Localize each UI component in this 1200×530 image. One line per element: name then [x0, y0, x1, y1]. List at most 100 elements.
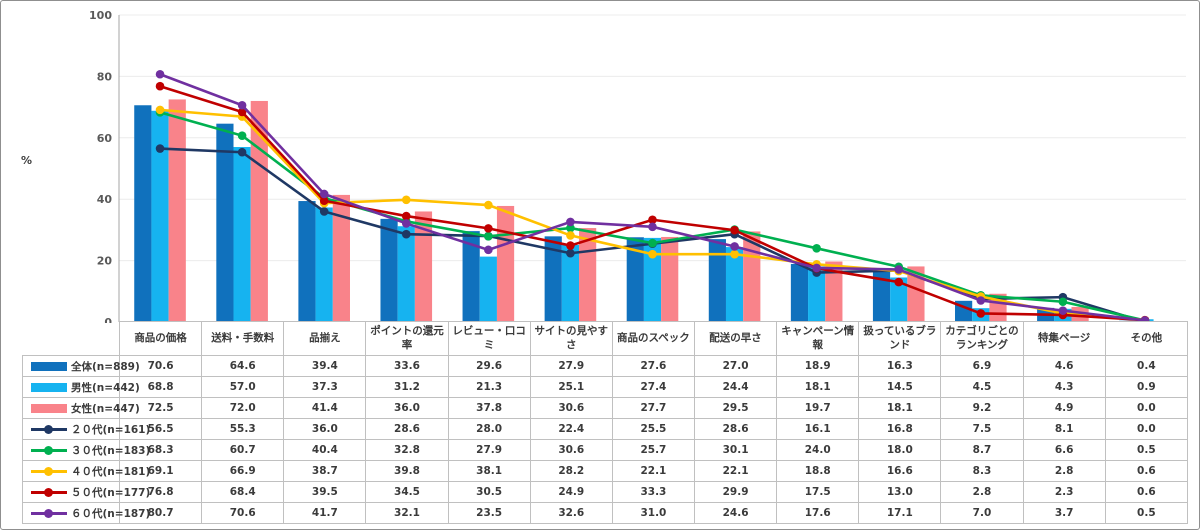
value-cell: 8.7 [940, 439, 1024, 461]
series-label: ４０代(n=181) [71, 465, 151, 478]
bar-全体(n=889) [544, 236, 562, 322]
value-cell: 8.1 [1022, 418, 1106, 440]
value-cell: 39.8 [365, 460, 449, 482]
value-cell: 38.7 [283, 460, 367, 482]
value-cell: 25.5 [611, 418, 695, 440]
bar-全体(n=889) [708, 239, 726, 322]
marker-５０代(n=177) [484, 224, 493, 233]
legend-cell: ２０代(n=161) [22, 418, 150, 440]
bar-swatch-icon [31, 403, 67, 413]
line-marker-swatch-icon [31, 487, 67, 497]
legend-cell: ４０代(n=181) [22, 460, 150, 482]
bar-男性(n=442) [643, 237, 662, 322]
bar-女性(n=447) [661, 236, 679, 322]
marker-５０代(n=177) [401, 211, 411, 221]
value-cell: 27.4 [611, 376, 695, 398]
table-corner-cell [23, 322, 120, 356]
series-label: ２０代(n=161) [71, 423, 151, 436]
y-tick-label: 60 [97, 132, 113, 145]
bar-男性(n=442) [808, 266, 826, 322]
line-marker-swatch-icon [31, 445, 67, 455]
value-cell: 27.7 [611, 397, 695, 419]
series-label: ３０代(n=183) [71, 444, 151, 457]
value-cell: 7.0 [940, 502, 1024, 524]
value-cell: 4.3 [1022, 376, 1106, 398]
value-cell: 30.6 [529, 397, 613, 419]
y-tick-label: 80 [97, 70, 113, 83]
legend-cell: ５０代(n=177) [22, 481, 150, 503]
value-cell: 37.3 [283, 376, 367, 398]
line-marker-swatch-icon [31, 508, 67, 518]
value-cell: 36.0 [283, 418, 367, 440]
line-swatch-dot [44, 508, 53, 518]
value-cell: 55.3 [201, 418, 285, 440]
column-header: 品揃え [283, 321, 367, 356]
marker-４０代(n=181) [566, 231, 575, 240]
value-cell: 25.1 [529, 376, 613, 398]
value-cell: 0.5 [1104, 439, 1189, 461]
value-cell: 56.5 [118, 418, 203, 440]
value-cell: 27.9 [529, 355, 613, 377]
value-cell: 24.4 [693, 376, 778, 398]
value-cell: 27.9 [447, 439, 531, 461]
marker-３０代(n=183) [648, 238, 657, 248]
line-swatch-dot [44, 424, 53, 434]
marker-６０代(n=187) [976, 296, 986, 305]
value-cell: 16.1 [776, 418, 860, 440]
value-cell: 28.6 [693, 418, 778, 440]
marker-２０代(n=161) [319, 207, 329, 216]
marker-３０代(n=183) [566, 223, 575, 233]
marker-３０代(n=183) [812, 244, 821, 253]
line-marker-swatch-icon [31, 424, 67, 434]
value-cell: 28.0 [447, 418, 531, 440]
column-header: その他 [1104, 321, 1189, 356]
legend-cell: 全体(n=889) [22, 355, 140, 377]
marker-６０代(n=187) [1058, 306, 1068, 315]
value-cell: 8.3 [940, 460, 1024, 482]
value-cell: 32.1 [365, 502, 449, 524]
column-header: 扱っているブランド [858, 321, 942, 356]
value-cell: 24.9 [529, 481, 613, 503]
bar-男性(n=442) [151, 110, 169, 322]
marker-４０代(n=181) [155, 105, 165, 115]
value-cell: 22.4 [529, 418, 613, 440]
bar-全体(n=889) [872, 271, 891, 322]
marker-５０代(n=177) [155, 81, 165, 91]
marker-６０代(n=187) [730, 242, 739, 251]
value-cell: 23.5 [447, 502, 531, 524]
bar-全体(n=889) [790, 263, 809, 322]
bar-男性(n=442) [233, 147, 251, 322]
value-cell: 19.7 [776, 397, 860, 419]
marker-４０代(n=181) [401, 195, 411, 205]
value-cell: 38.1 [447, 460, 531, 482]
table-row: 全体(n=889) 70.6 64.6 39.4 33.6 29.6 27.9 27.6 27.… [22, 355, 1189, 377]
bar-男性(n=442) [397, 226, 415, 322]
value-cell: 27.6 [611, 355, 695, 377]
value-cell: 40.4 [283, 439, 367, 461]
value-cell: 18.0 [858, 439, 942, 461]
value-cell: 76.8 [118, 481, 203, 503]
y-tick-label: 20 [97, 255, 113, 268]
series-label: 全体(n=889) [71, 360, 140, 373]
marker-５０代(n=177) [237, 107, 247, 117]
value-cell: 66.9 [201, 460, 285, 482]
bar-女性(n=447) [496, 205, 515, 322]
value-cell: 33.3 [611, 481, 695, 503]
table-row: ５０代(n=177) 76.8 68.4 39.5 34.5 30.5 24.9 33.3 29… [22, 481, 1189, 503]
value-cell: 25.7 [611, 439, 695, 461]
value-cell: 0.6 [1104, 460, 1189, 482]
marker-６０代(n=187) [319, 189, 329, 199]
marker-５０代(n=177) [319, 196, 329, 206]
value-cell: 0.5 [1104, 502, 1189, 524]
marker-２０代(n=161) [237, 147, 247, 157]
value-cell: 68.4 [201, 481, 285, 503]
column-header: ポイントの還元率 [365, 321, 449, 356]
marker-５０代(n=177) [894, 277, 904, 287]
value-cell: 60.7 [201, 439, 285, 461]
table-row: 男性(n=442) 68.8 57.0 37.3 31.2 21.3 25.1 27.4 24.… [22, 376, 1189, 398]
y-axis-unit-label: % [21, 154, 33, 167]
data-table: 商品の価格 送料・手数料 品揃え ポイントの還元率 レビュー・口コミ サイトの見やすさ 商品… [22, 321, 1189, 524]
table-header-row: 商品の価格 送料・手数料 品揃え ポイントの還元率 レビュー・口コミ サイトの見やすさ 商品… [23, 321, 1189, 356]
bar-女性(n=447) [743, 231, 761, 322]
marker-６０代(n=187) [155, 69, 165, 79]
